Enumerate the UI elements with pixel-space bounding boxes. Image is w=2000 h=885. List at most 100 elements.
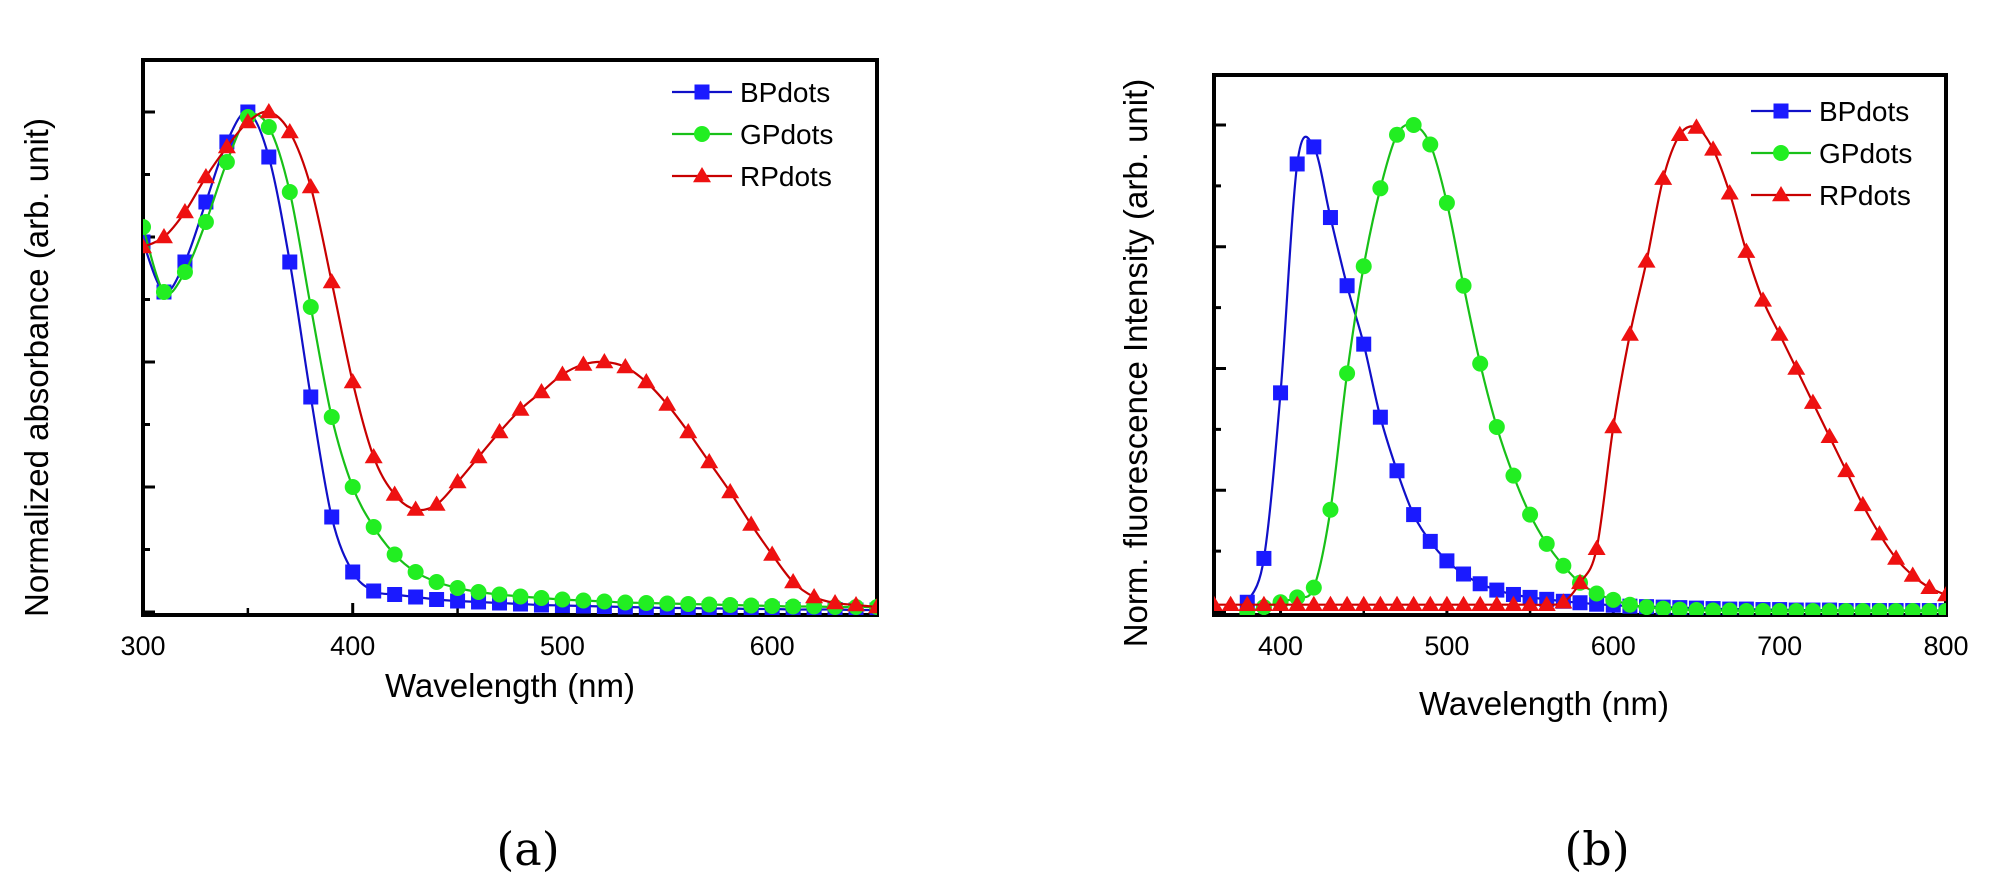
data-point-GPdots [1305,579,1322,596]
y-axis-label: Norm. fluorescence Intensity (arb. unit) [1117,79,1154,648]
data-point-RPdots [1404,595,1423,611]
series-line-RPdots [1214,125,1946,606]
data-point-RPdots [427,495,446,511]
data-point-BPdots [345,564,361,580]
data-point-GPdots [1871,603,1888,615]
data-point-RPdots [1487,595,1506,611]
data-point-GPdots [365,519,382,535]
data-point-RPdots [1620,325,1639,341]
panel-label: (a) [496,822,559,876]
data-point-BPdots [1356,336,1372,352]
data-point-GPdots [491,586,508,603]
data-point-GPdots [1438,194,1455,211]
data-point-GPdots [722,597,739,613]
data-point-RPdots [1288,595,1307,611]
data-point-RPdots [742,515,761,531]
data-point-RPdots [511,400,530,416]
data-point-GPdots [1488,418,1505,435]
data-point-RPdots [217,138,236,154]
data-point-GPdots [617,594,634,611]
data-point-RPdots [343,373,362,389]
data-point-RPdots [1853,495,1872,512]
data-point-GPdots [155,284,172,300]
data-point-RPdots [700,453,719,469]
data-point-GPdots [638,595,655,611]
data-point-RPdots [1421,595,1440,611]
data-point-RPdots [1521,595,1540,611]
data-point-RPdots [1537,595,1556,611]
legend-label: RPdots [1819,180,1911,211]
data-point-RPdots [1770,325,1789,341]
data-point-GPdots [1804,603,1821,615]
data-point-GPdots [281,184,298,200]
data-point-GPdots [743,597,760,614]
data-point-GPdots [1755,603,1771,615]
data-point-RPdots [805,588,824,604]
data-point-RPdots [679,423,698,439]
data-point-RPdots [1321,595,1340,611]
data-point-GPdots [1721,602,1738,615]
data-point-GPdots [323,409,340,425]
data-point-GPdots [1422,136,1439,153]
data-point-RPdots [1870,525,1889,541]
data-point-RPdots [574,355,593,371]
data-point-GPdots [407,564,424,580]
data-point-BPdots [429,592,445,607]
x-tick-label: 700 [1757,631,1802,661]
data-point-GPdots [302,299,319,315]
data-point-GPdots [701,596,718,613]
legend-marker-GPdots [1773,145,1789,161]
legend-marker-RPdots [693,167,711,183]
x-tick-label: 500 [540,631,585,661]
data-point-RPdots [1670,125,1689,142]
data-point-GPdots [680,596,697,612]
x-tick-label: 300 [120,631,165,661]
data-point-GPdots [659,595,676,612]
data-point-RPdots [301,178,320,194]
data-point-GPdots [1505,467,1522,484]
data-point-GPdots [1671,601,1688,615]
data-point-RPdots [1803,393,1822,409]
x-tick-label: 500 [1424,631,1469,661]
data-point-RPdots [1437,595,1456,611]
data-point-GPdots [449,580,466,596]
data-point-RPdots [1338,595,1357,611]
data-point-GPdots [533,590,550,606]
data-point-BPdots [408,589,424,605]
data-point-BPdots [1572,595,1588,611]
data-point-BPdots [261,149,277,165]
x-tick-label: 400 [1258,631,1303,661]
data-point-GPdots [176,264,193,280]
data-point-RPdots [364,448,383,464]
panel-a: 300 400 500 600 Wavelength (nm) Normalized ab… [18,58,879,876]
data-point-GPdots [1621,596,1638,613]
data-point-BPdots [1456,566,1472,582]
data-point-RPdots [616,358,635,374]
data-point-RPdots [1471,595,1490,611]
x-axis-label: Wavelength (nm) [385,667,635,704]
data-point-RPdots [1571,573,1589,590]
data-point-RPdots [1754,291,1772,307]
plot-frame [141,58,879,617]
data-point-GPdots [260,119,277,135]
data-point-GPdots [1605,591,1622,608]
data-point-BPdots [450,593,466,609]
data-point-GPdots [1921,603,1938,615]
data-point-BPdots [1256,550,1272,566]
data-point-BPdots [1339,278,1355,294]
data-point-GPdots [1455,277,1472,294]
data-point-GPdots [1938,603,1946,615]
data-point-RPdots [1354,595,1373,611]
x-tick-label: 800 [1923,631,1968,661]
data-point-RPdots [637,373,656,389]
data-point-GPdots [554,591,571,608]
data-point-RPdots [1504,595,1523,611]
data-point-GPdots [344,479,361,495]
data-point-GPdots [1538,535,1555,552]
data-point-RPdots [532,383,551,399]
data-point-GPdots [1688,602,1705,615]
data-point-GPdots [1555,557,1572,574]
data-point-RPdots [1304,595,1323,611]
data-point-GPdots [575,592,592,609]
data-point-BPdots [303,389,319,405]
